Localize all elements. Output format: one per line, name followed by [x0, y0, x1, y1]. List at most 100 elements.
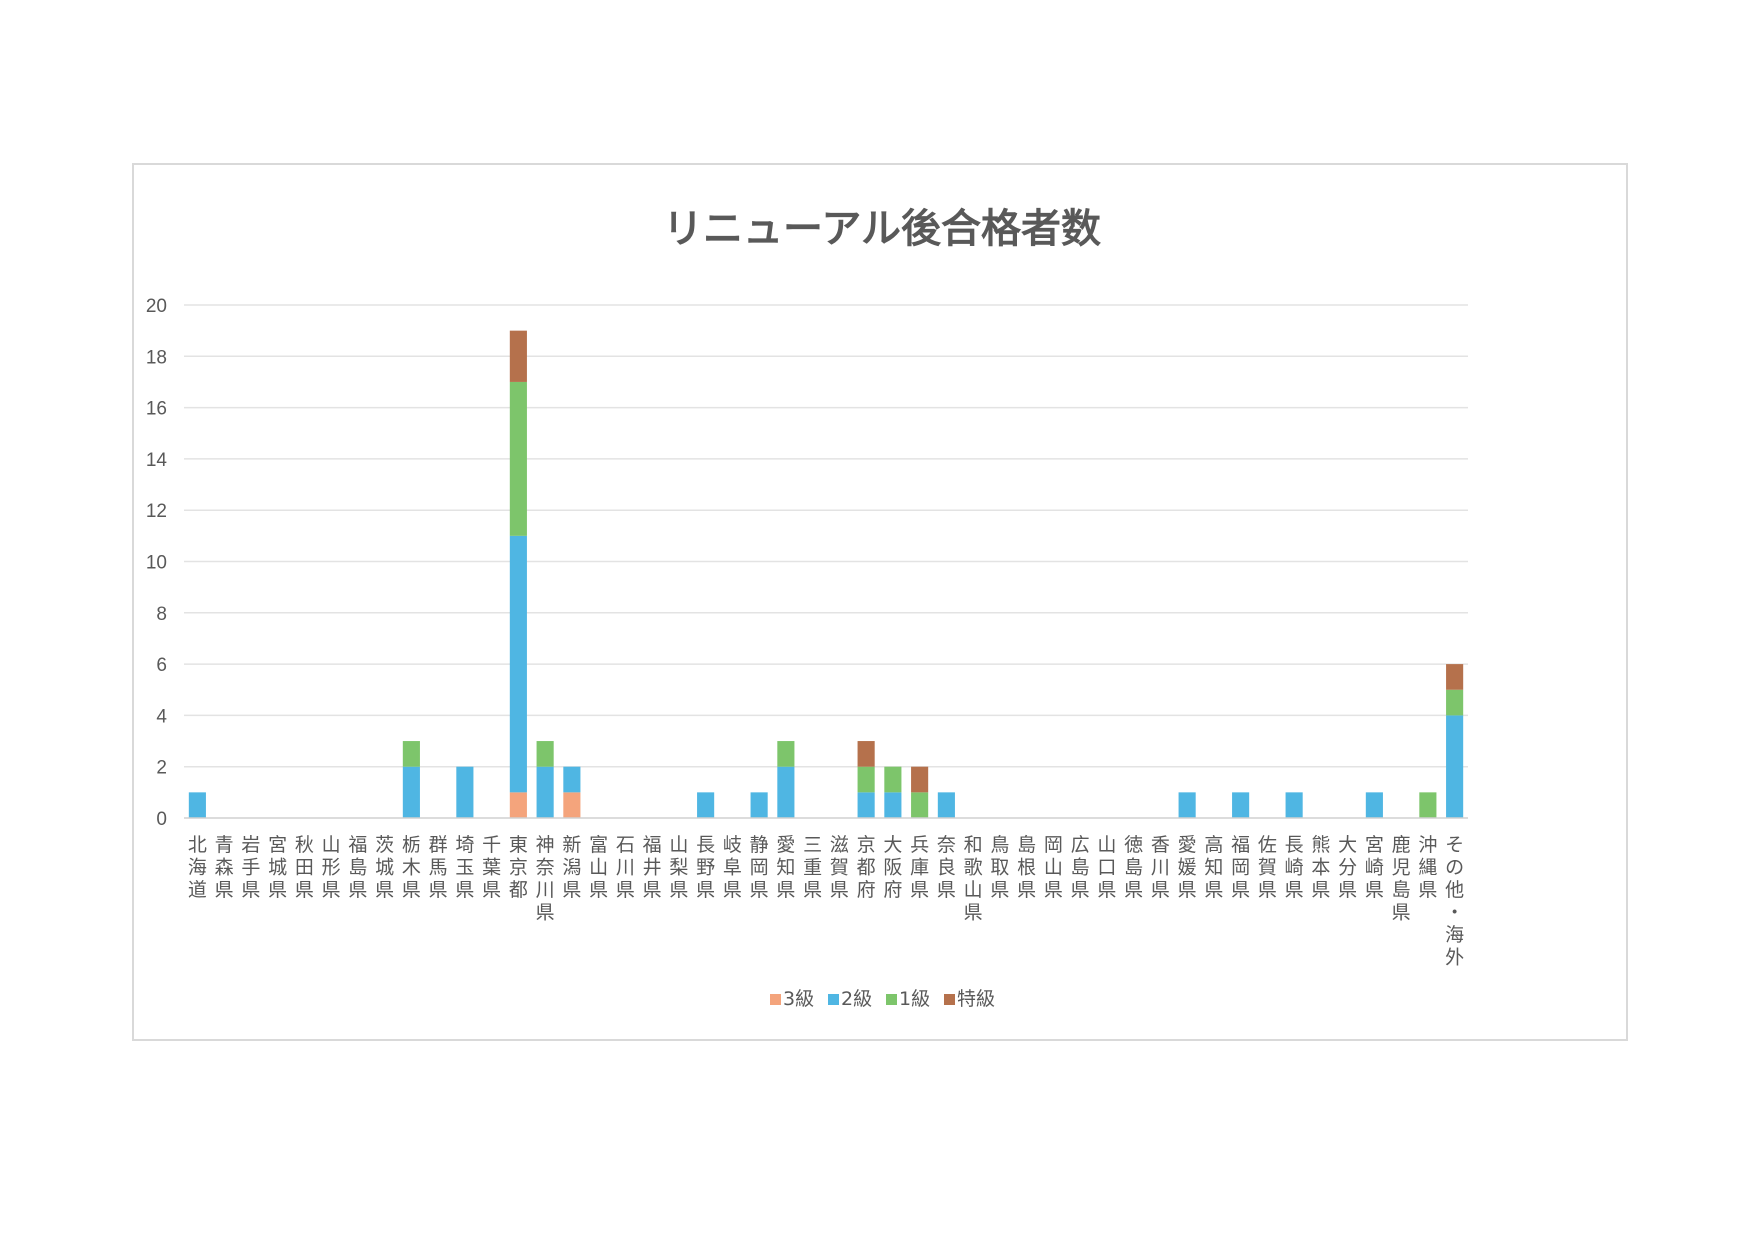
bar-segment [402, 741, 420, 767]
x-tick-label: 福井県 [643, 834, 662, 901]
x-tick-label: 埼玉県 [455, 834, 474, 901]
y-tick-label: 18 [146, 347, 167, 368]
bar-segment [1285, 792, 1303, 818]
x-axis-labels: 北海道青森県岩手県宮城県秋田県山形県福島県茨城県栃木県群馬県埼玉県千葉県東京都神… [188, 834, 1464, 969]
y-tick-label: 2 [156, 758, 167, 779]
x-tick-label: 滋賀県 [830, 834, 849, 901]
bar-segment [402, 766, 420, 818]
chart-title: リニューアル後合格者数 [663, 206, 1101, 252]
x-tick-label: 東京都 [509, 834, 528, 901]
bar-segment [456, 766, 474, 818]
x-tick-label: 愛知県 [776, 834, 795, 901]
x-tick-label: 島根県 [1017, 834, 1036, 901]
x-tick-label: 群馬県 [429, 834, 448, 901]
x-tick-label: 新潟県 [562, 834, 581, 901]
x-tick-label: 和歌山県 [964, 834, 983, 924]
y-axis-ticks: 0 2 4 6 8 10 12 14 16 18 20 [146, 296, 168, 830]
x-tick-label: 高知県 [1204, 834, 1223, 901]
legend-swatch [944, 994, 955, 1005]
x-tick-label: 福島県 [348, 834, 367, 901]
y-tick-label: 6 [156, 655, 167, 676]
bar-segment [857, 792, 875, 818]
y-tick-label: 14 [146, 450, 168, 471]
y-tick-label: 20 [146, 296, 167, 317]
x-tick-label: 愛媛県 [1178, 834, 1197, 901]
x-tick-label: 長野県 [696, 834, 715, 901]
x-tick-label: 岐阜県 [723, 834, 742, 901]
x-tick-label: 山形県 [322, 834, 341, 901]
x-tick-label: 神奈川県 [536, 834, 555, 924]
x-tick-label: その他・海外 [1445, 834, 1464, 969]
bar-segment [857, 741, 875, 767]
x-tick-label: 栃木県 [402, 834, 421, 901]
bar-segment [697, 792, 715, 818]
bar-segment [1446, 664, 1464, 690]
bar-segment [563, 766, 581, 793]
x-tick-label: 長崎県 [1285, 834, 1304, 901]
x-tick-label: 熊本県 [1311, 834, 1330, 901]
x-tick-label: 香川県 [1151, 834, 1170, 901]
x-tick-label: 千葉県 [482, 834, 501, 901]
x-tick-label: 徳島県 [1124, 834, 1143, 901]
x-tick-label: 大分県 [1338, 834, 1357, 901]
x-tick-label: 静岡県 [750, 834, 769, 901]
legend-label: 1級 [899, 988, 930, 1010]
y-tick-label: 0 [156, 809, 167, 830]
x-tick-label: 山梨県 [669, 834, 688, 901]
bar-segment [1178, 792, 1196, 818]
x-tick-label: 三重県 [803, 834, 822, 901]
bar-segment [937, 792, 955, 818]
y-tick-label: 16 [146, 399, 167, 420]
bar-segment [509, 330, 527, 382]
x-tick-label: 広島県 [1071, 834, 1090, 901]
y-tick-label: 12 [146, 501, 167, 522]
bar-segment [1419, 792, 1437, 818]
bar-segment [509, 792, 527, 818]
bar-segment [563, 792, 581, 818]
x-tick-label: 鹿児島県 [1392, 834, 1411, 924]
x-tick-label: 北海道 [188, 834, 207, 901]
x-tick-label: 宮崎県 [1365, 834, 1384, 901]
gridlines [184, 304, 1468, 768]
bar-segment [509, 381, 527, 536]
bar-segment [1232, 792, 1250, 818]
legend-label: 2級 [841, 988, 872, 1010]
x-tick-label: 青森県 [215, 834, 234, 901]
bar-segment [911, 766, 929, 793]
bar-segment [1365, 792, 1383, 818]
y-tick-label: 4 [156, 706, 167, 727]
x-tick-label: 茨城県 [375, 834, 394, 901]
x-tick-label: 岡山県 [1044, 834, 1063, 901]
bar-segment [884, 792, 902, 818]
x-tick-label: 沖縄県 [1418, 834, 1437, 901]
x-tick-label: 大阪府 [883, 834, 902, 901]
x-tick-label: 石川県 [616, 834, 635, 901]
x-tick-label: 福岡県 [1231, 834, 1250, 901]
x-tick-label: 秋田県 [295, 834, 314, 901]
x-tick-label: 宮城県 [268, 834, 287, 901]
legend: 3級 2級 1級 特級 [770, 988, 995, 1010]
bar-segment [188, 792, 206, 818]
bar-segment [777, 766, 795, 818]
x-tick-label: 兵庫県 [910, 834, 929, 901]
bar-segment [911, 792, 929, 818]
x-tick-label: 京都府 [857, 834, 876, 901]
bar-segment [536, 741, 554, 767]
bar-segment [1446, 715, 1464, 818]
x-tick-label: 奈良県 [937, 834, 956, 901]
legend-label: 特級 [957, 988, 995, 1010]
legend-swatch [828, 994, 839, 1005]
bar-segment [536, 766, 554, 818]
legend-swatch [770, 994, 781, 1005]
bar-segment [857, 766, 875, 793]
legend-swatch [886, 994, 897, 1005]
chart-container: リニューアル後合格者数 0 2 4 6 8 10 12 14 16 18 20 北海道 青森県 岩手県宮… [132, 163, 1628, 1041]
x-tick-label: 鳥取県 [990, 834, 1009, 901]
y-tick-label: 10 [146, 553, 167, 574]
bars [188, 330, 1464, 818]
x-tick-label: 富山県 [589, 834, 608, 901]
bar-segment [750, 792, 768, 818]
x-tick-label: 山口県 [1097, 834, 1116, 901]
bar-segment [884, 766, 902, 793]
